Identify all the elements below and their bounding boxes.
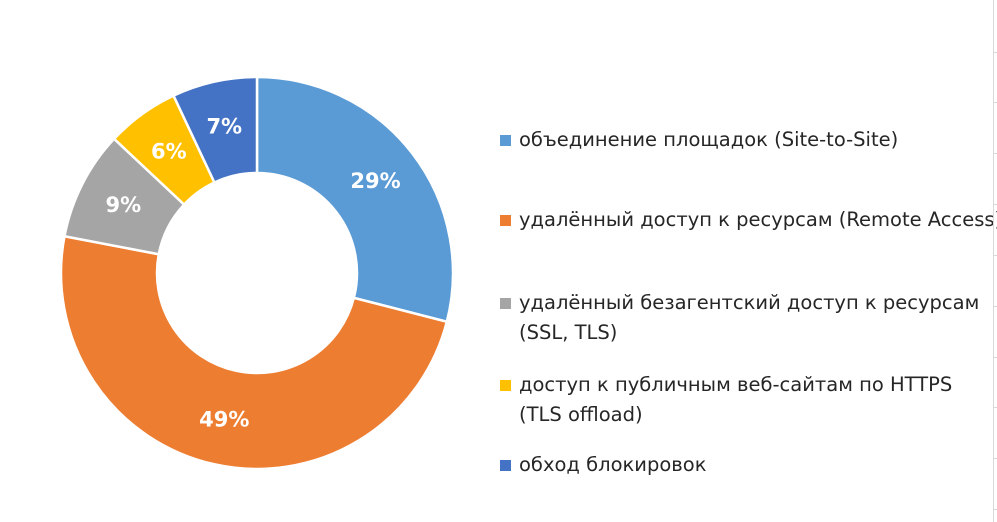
edge-tick-mark (993, 407, 997, 408)
legend-swatch (500, 215, 511, 226)
slice-value-label-1: 29% (350, 169, 400, 193)
legend-label-line: доступ к публичным веб-сайтам по HTTPS (519, 373, 953, 396)
donut-slice-2 (59, 234, 449, 471)
donut-slice-5 (171, 75, 259, 185)
donut-slices (59, 75, 455, 471)
edge-tick-mark (993, 255, 997, 256)
legend-label: объединение площадок (Site-to-Site) (519, 125, 898, 155)
legend-swatch (500, 298, 511, 309)
legend-label-line: удалённый безагентский доступ к ресурсам (519, 291, 980, 314)
edge-tick-mark (993, 204, 997, 205)
legend-label-line: (TLS offload) (519, 403, 643, 426)
legend-label-line: объединение площадок (Site-to-Site) (519, 128, 899, 151)
slice-value-label-4: 6% (151, 140, 187, 164)
legend-swatch (500, 135, 511, 146)
donut-slice-1 (255, 75, 455, 324)
legend-label: удалённый доступ к ресурсам (Remote Acce… (519, 205, 997, 235)
edge-tick-mark (993, 52, 997, 53)
edge-tick-mark (993, 509, 997, 510)
panel-edge-divider (993, 0, 994, 522)
legend-item-3: удалённый безагентский доступ к ресурсам… (500, 288, 979, 348)
edge-tick-mark (993, 102, 997, 103)
legend-item-1: объединение площадок (Site-to-Site) (500, 125, 898, 155)
legend-label-line: (SSL, TLS) (519, 321, 618, 344)
legend-label-line: удалённый доступ к ресурсам (Remote Acce… (519, 208, 997, 231)
edge-tick-mark (993, 306, 997, 307)
legend-label: удалённый безагентский доступ к ресурсам… (519, 288, 979, 348)
legend-item-4: доступ к публичным веб-сайтам по HTTPS (T… (500, 370, 952, 430)
slice-value-label-5: 7% (206, 115, 242, 139)
edge-tick-mark (993, 357, 997, 358)
legend-label-line: обход блокировок (519, 453, 707, 476)
edge-tick-mark (993, 153, 997, 154)
legend-label: доступ к публичным веб-сайтам по HTTPS (T… (519, 370, 952, 430)
donut-chart: 29% 49% 9% 6% 7% (59, 75, 455, 471)
donut-value-labels: 29% 49% 9% 6% 7% (106, 115, 401, 432)
legend-swatch (500, 380, 511, 391)
slice-value-label-2: 49% (199, 407, 249, 431)
legend-item-5: обход блокировок (500, 450, 707, 480)
chart-legend: объединение площадок (Site-to-Site) удалё… (500, 0, 997, 522)
legend-swatch (500, 460, 511, 471)
legend-label: обход блокировок (519, 450, 707, 480)
edge-tick-mark (993, 458, 997, 459)
slice-value-label-3: 9% (106, 193, 142, 217)
legend-item-2: удалённый доступ к ресурсам (Remote Acce… (500, 205, 997, 235)
